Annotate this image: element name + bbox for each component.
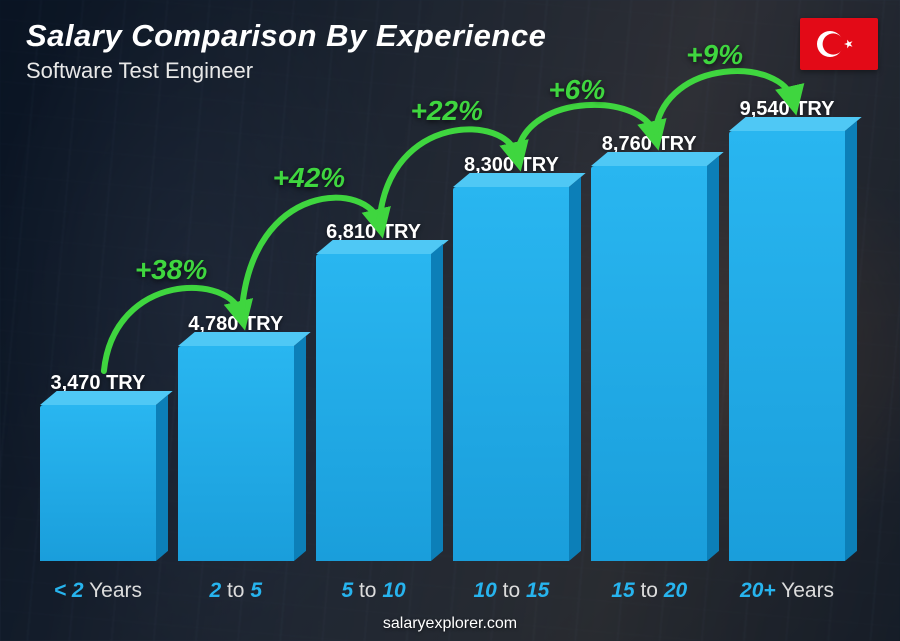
growth-pct-label: +22% xyxy=(410,95,482,127)
bar xyxy=(591,166,707,561)
page-title: Salary Comparison By Experience xyxy=(26,18,546,54)
x-axis-label: 15 to 20 xyxy=(591,579,707,603)
bar-column: 8,760 TRY xyxy=(591,133,707,561)
x-axis-labels: < 2 Years 2 to 5 5 to 10 10 to 15 15 to 20 20… xyxy=(40,579,845,603)
bars-container: 3,470 TRY4,780 TRY6,810 TRY8,300 TRY8,76… xyxy=(40,120,845,561)
page-subtitle: Software Test Engineer xyxy=(26,58,546,84)
bar-column: 3,470 TRY xyxy=(40,372,156,561)
bar xyxy=(178,346,294,561)
bar-column: 8,300 TRY xyxy=(453,154,569,561)
flag-icon xyxy=(800,18,878,70)
header: Salary Comparison By Experience Software… xyxy=(26,18,546,84)
bar-column: 4,780 TRY xyxy=(178,313,294,561)
infographic-canvas: Salary Comparison By Experience Software… xyxy=(0,0,900,641)
growth-pct-label: +38% xyxy=(135,254,207,286)
x-axis-label: 2 to 5 xyxy=(178,579,294,603)
bar xyxy=(453,187,569,561)
bar-column: 9,540 TRY xyxy=(729,98,845,561)
bar xyxy=(40,405,156,561)
bar xyxy=(316,254,432,561)
bar-column: 6,810 TRY xyxy=(316,221,432,561)
bar xyxy=(729,131,845,561)
bar-chart: 3,470 TRY4,780 TRY6,810 TRY8,300 TRY8,76… xyxy=(40,120,845,561)
x-axis-label: 5 to 10 xyxy=(316,579,432,603)
footer-attribution: salaryexplorer.com xyxy=(0,615,900,633)
x-axis-label: < 2 Years xyxy=(40,579,156,603)
growth-pct-label: +6% xyxy=(548,74,605,106)
growth-pct-label: +42% xyxy=(273,162,345,194)
flag-turkey xyxy=(800,18,878,70)
growth-pct-label: +9% xyxy=(686,39,743,71)
x-axis-label: 20+ Years xyxy=(729,579,845,603)
x-axis-label: 10 to 15 xyxy=(453,579,569,603)
